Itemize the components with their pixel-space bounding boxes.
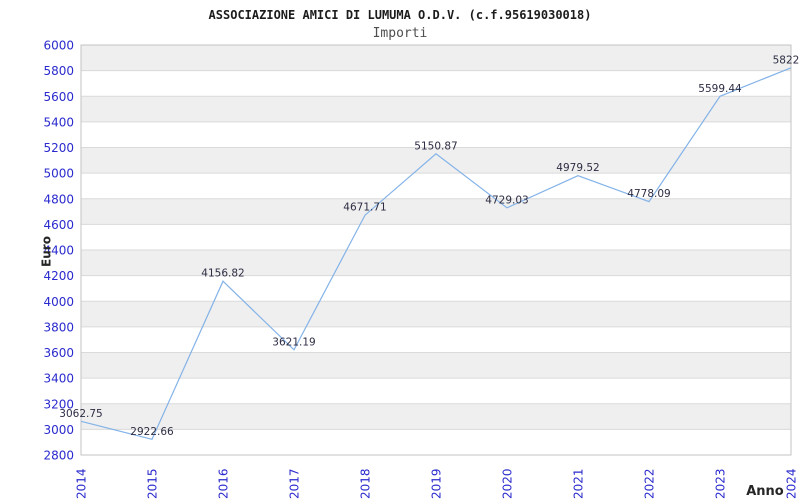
y-tick-label: 3600: [43, 346, 74, 360]
y-tick-label: 3000: [43, 423, 74, 437]
y-axis-title: Euro: [39, 236, 54, 267]
y-tick-label: 5400: [43, 115, 74, 129]
background-band: [81, 250, 791, 276]
y-tick-label: 3200: [43, 397, 74, 411]
x-tick-label: 2022: [643, 468, 657, 499]
data-point-label: 4778.09: [627, 188, 670, 200]
data-point-label: 4671.71: [343, 202, 386, 214]
data-point-label: 5822.0: [773, 54, 800, 66]
background-band: [81, 96, 791, 122]
y-tick-label: 4000: [43, 295, 74, 309]
data-point-label: 4979.52: [556, 162, 599, 174]
data-point-label: 5150.87: [414, 140, 457, 152]
y-tick-label: 4200: [43, 269, 74, 283]
data-series-line: [80, 67, 792, 441]
x-tick-label: 2020: [501, 468, 515, 499]
x-tick-label: 2014: [75, 468, 89, 499]
x-tick-label: 2023: [714, 468, 728, 499]
y-tick-label: 5000: [43, 167, 74, 181]
y-tick-label: 4400: [43, 244, 74, 258]
data-point-label: 3062.75: [59, 408, 102, 420]
data-point-label: 4729.03: [485, 194, 528, 206]
x-tick-label: 2017: [288, 468, 302, 499]
background-band: [81, 301, 791, 327]
y-tick-label: 5200: [43, 141, 74, 155]
plot-border: [80, 44, 792, 456]
x-tick-label: 2019: [430, 468, 444, 499]
x-tick-label: 2024: [785, 468, 799, 499]
x-tick-label: 2018: [359, 468, 373, 499]
chart-title: ASSOCIAZIONE AMICI DI LUMUMA O.D.V. (c.f…: [208, 8, 592, 22]
x-tick-label: 2021: [572, 468, 586, 499]
data-point-label: 5599.44: [698, 83, 742, 95]
y-tick-label: 4600: [43, 218, 74, 232]
background-band: [81, 403, 791, 430]
x-tick-label: 2016: [217, 468, 231, 499]
x-axis-title: Anno: [746, 484, 784, 499]
background-band: [81, 198, 791, 225]
y-tick-label: 2800: [43, 449, 74, 463]
data-point-label: 4156.82: [201, 268, 244, 280]
y-tick-label: 5600: [43, 90, 74, 104]
data-point-label: 3621.19: [272, 336, 315, 348]
y-tick-label: 4800: [43, 192, 74, 206]
data-point-label: 2922.66: [130, 426, 174, 438]
background-band: [81, 45, 791, 71]
background-band: [81, 147, 791, 174]
y-tick-label: 5800: [43, 64, 74, 78]
y-tick-label: 3400: [43, 372, 74, 386]
y-tick-label: 3800: [43, 320, 74, 334]
chart-subtitle: Importi: [372, 26, 428, 41]
x-tick-label: 2015: [146, 468, 160, 499]
background-band: [81, 352, 791, 379]
y-tick-label: 6000: [43, 39, 74, 53]
